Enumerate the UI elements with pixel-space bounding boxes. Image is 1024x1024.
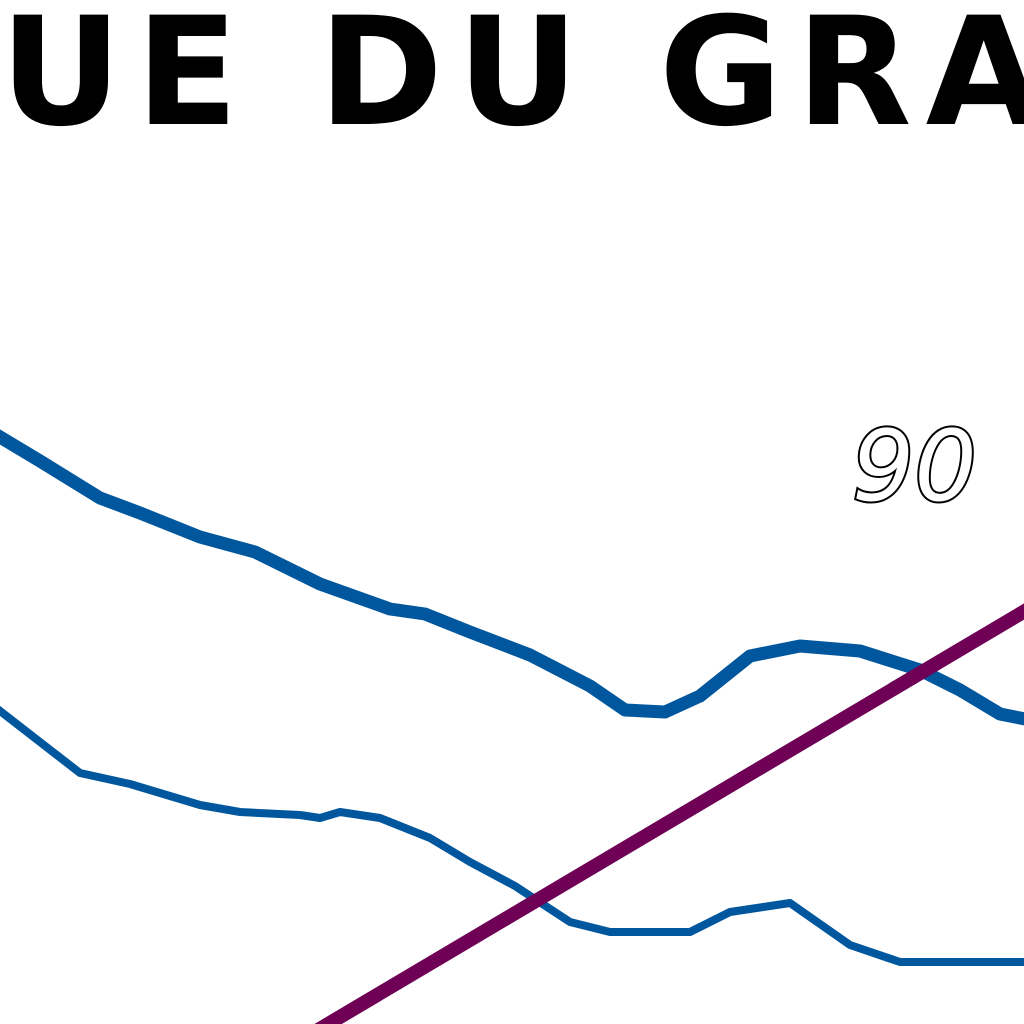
river-line-lower [0, 705, 1024, 966]
river-line-upper [0, 429, 1024, 726]
contour-value-label: 90 [850, 410, 979, 524]
road-line [314, 603, 1024, 1024]
place-name-label: UE DU GRAND [0, 0, 1024, 160]
